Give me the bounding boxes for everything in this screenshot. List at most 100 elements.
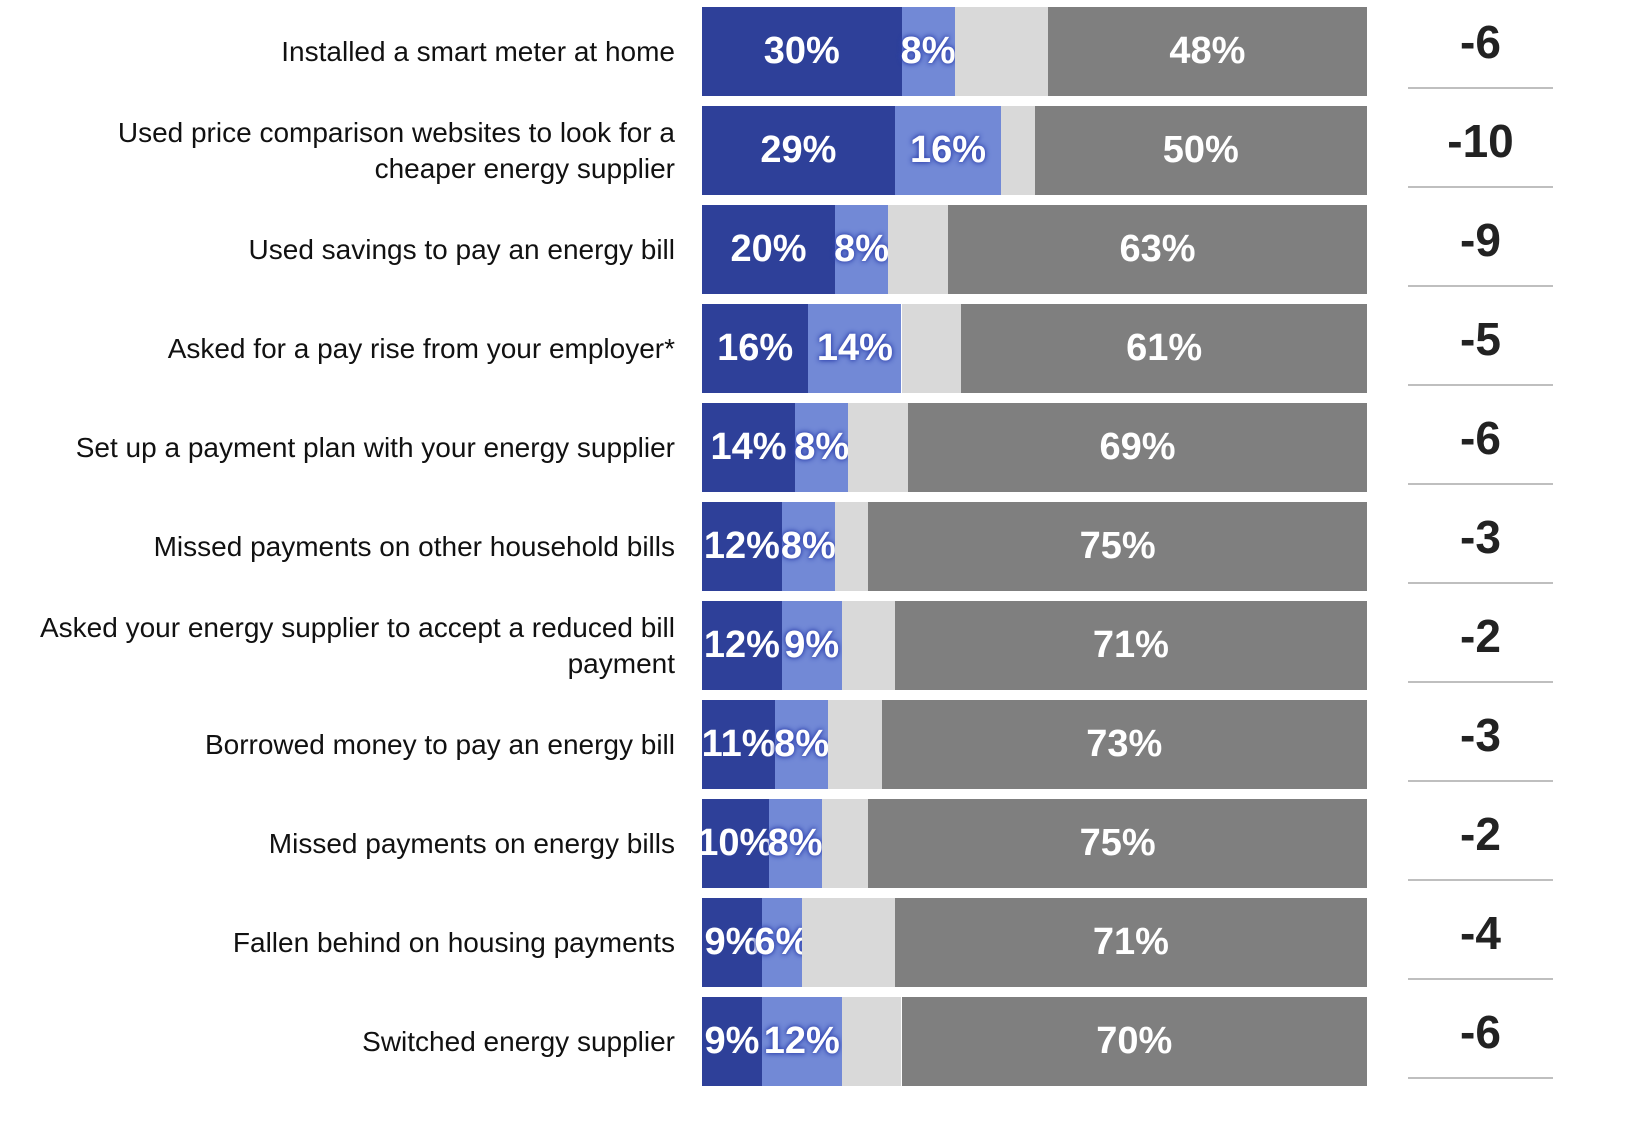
net-value: -4 <box>1460 907 1501 959</box>
net-value: -6 <box>1460 412 1501 464</box>
bar-segment <box>901 997 1367 1086</box>
bar-segment <box>868 799 1367 888</box>
category-label: Used price comparison websites to look f… <box>117 116 675 184</box>
bar-segment <box>702 700 776 789</box>
bar-segment <box>781 601 842 690</box>
data-label: 12% <box>703 624 780 666</box>
separator <box>1408 1077 1553 1079</box>
bar-segment <box>901 7 955 96</box>
data-label: 8% <box>767 822 823 864</box>
data-label: 71% <box>1092 624 1169 666</box>
separator <box>1408 483 1553 485</box>
data-label: 75% <box>1079 525 1156 567</box>
data-label: 16% <box>717 327 794 369</box>
net-value: -6 <box>1460 16 1501 68</box>
data-label: 9% <box>704 1020 760 1062</box>
bar-segment <box>908 403 1367 492</box>
bar-segment <box>894 601 1367 690</box>
net-value: -10 <box>1447 115 1514 167</box>
bar-segment <box>801 898 895 987</box>
category-label: Installed a smart meter at home <box>281 35 675 67</box>
data-label: 8% <box>900 30 956 72</box>
bar-segment <box>808 304 902 393</box>
category-label: Used savings to pay an energy bill <box>248 233 675 265</box>
bar-segment <box>702 7 902 96</box>
data-label: 9% <box>784 624 840 666</box>
bar-segment <box>894 106 1002 195</box>
data-label: 70% <box>1096 1020 1173 1062</box>
data-label: 12% <box>763 1020 840 1062</box>
category-label: Missed payments on other household bills <box>153 530 675 562</box>
data-label: 63% <box>1119 228 1196 270</box>
bar-segment <box>961 304 1367 393</box>
separator <box>1408 87 1553 89</box>
net-value: -2 <box>1460 808 1501 860</box>
bar-segment <box>888 205 949 294</box>
category-label: Asked for a pay rise from your employer* <box>167 332 675 364</box>
separator <box>1408 780 1553 782</box>
bar-segment <box>702 304 809 393</box>
bar-segment <box>841 997 902 1086</box>
bar-segment <box>702 997 762 1086</box>
category-label: Asked your energy supplier to accept a r… <box>39 611 675 679</box>
category-label: Missed payments on energy bills <box>268 827 675 859</box>
data-label: 8% <box>774 723 830 765</box>
data-label: 9% <box>704 921 760 963</box>
net-value: -6 <box>1460 1006 1501 1058</box>
bar-segment <box>894 898 1367 987</box>
bar-segment <box>841 601 895 690</box>
net-value: -2 <box>1460 610 1501 662</box>
bar-segment <box>761 997 842 1086</box>
bar-segment <box>868 502 1367 591</box>
bar-segment <box>702 601 782 690</box>
bar-segment <box>768 799 822 888</box>
data-label: 8% <box>794 426 850 468</box>
data-label: 20% <box>730 228 807 270</box>
bar-segment <box>848 403 909 492</box>
bar-segment <box>761 898 802 987</box>
bar-segment <box>702 403 796 492</box>
net-value: -3 <box>1460 511 1501 563</box>
category-label: Borrowed money to pay an energy bill <box>204 728 675 760</box>
data-label: 50% <box>1162 129 1239 171</box>
bar-segment <box>954 7 1048 96</box>
separator <box>1408 978 1553 980</box>
data-label: 8% <box>780 525 836 567</box>
data-label: 8% <box>834 228 890 270</box>
bar-segment <box>702 502 782 591</box>
data-label: 29% <box>760 129 837 171</box>
data-label: 11% <box>701 723 776 765</box>
data-label: 6% <box>754 921 810 963</box>
data-label: 69% <box>1099 426 1176 468</box>
net-value: -9 <box>1460 214 1501 266</box>
bar-segment <box>702 898 762 987</box>
bar-segment <box>702 106 895 195</box>
separator <box>1408 186 1553 188</box>
bar-segment <box>835 502 869 591</box>
bar-segment <box>1001 106 1035 195</box>
category-label: Switched energy supplier <box>362 1025 675 1057</box>
data-label: 14% <box>710 426 787 468</box>
category-label: Fallen behind on housing payments <box>232 926 675 958</box>
bar-segment <box>795 403 849 492</box>
separator <box>1408 681 1553 683</box>
data-label: 30% <box>763 30 840 72</box>
data-label: 71% <box>1092 921 1169 963</box>
data-label: 75% <box>1079 822 1156 864</box>
bar-segment <box>1047 7 1367 96</box>
bar-segment <box>1034 106 1367 195</box>
net-value: -3 <box>1460 709 1501 761</box>
bar-segment <box>901 304 962 393</box>
data-label: 61% <box>1126 327 1203 369</box>
data-label: 10% <box>697 822 774 864</box>
data-label: 73% <box>1086 723 1163 765</box>
bar-segment <box>702 799 769 888</box>
separator <box>1408 384 1553 386</box>
bar-segment <box>775 700 829 789</box>
bar-segment <box>828 700 882 789</box>
bar-segment <box>821 799 869 888</box>
separator <box>1408 582 1553 584</box>
separator <box>1408 879 1553 881</box>
bar-segment <box>835 205 889 294</box>
